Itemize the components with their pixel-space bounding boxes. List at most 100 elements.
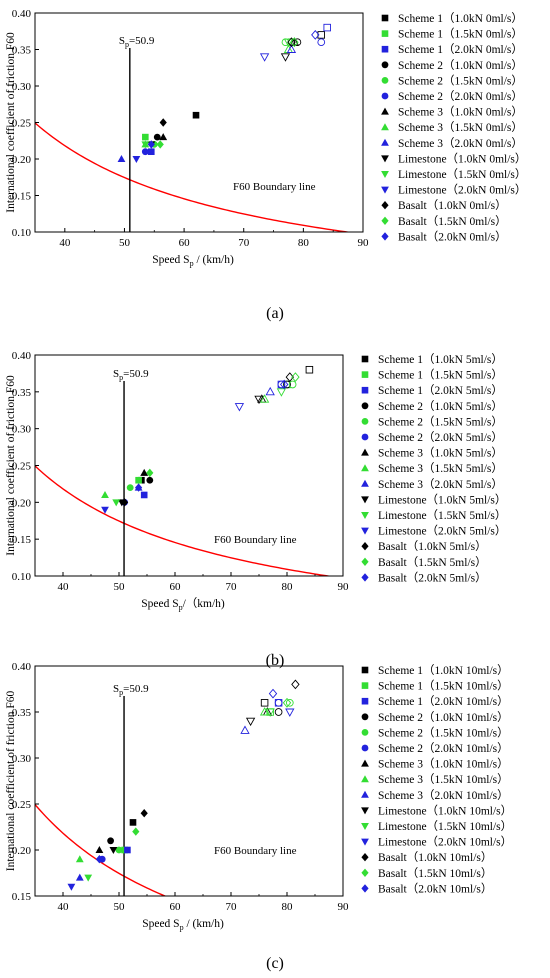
legend-marker bbox=[361, 557, 369, 566]
legend-entry-label: Scheme 3（1.5kN 10ml/s） bbox=[378, 773, 509, 786]
legend-entry-label: Limestone（2.0kN 10ml/s） bbox=[378, 836, 512, 849]
x-tick-label: 80 bbox=[282, 901, 294, 913]
data-point-filled bbox=[75, 855, 84, 863]
legend-marker bbox=[381, 155, 389, 163]
data-point-filled bbox=[142, 133, 149, 141]
x-tick-label: 50 bbox=[119, 237, 131, 249]
sp-threshold-label: Sp=50.9 bbox=[113, 683, 149, 697]
data-point-hollow bbox=[285, 372, 294, 382]
legend-marker bbox=[381, 232, 389, 241]
sp-threshold-label: Sp=50.9 bbox=[113, 368, 149, 382]
legend-entry-label: Scheme 2（1.0kN 0ml/s） bbox=[398, 59, 523, 72]
y-tick-label: 0.35 bbox=[12, 387, 32, 399]
data-point-hollow bbox=[291, 679, 300, 690]
data-point-filled bbox=[121, 498, 129, 507]
data-point-filled bbox=[67, 883, 76, 891]
y-tick-label: 0.40 bbox=[12, 661, 32, 673]
chart-panel-a: Sp=50.9 F60 Boundary line 40 50 60 70 80 90 0.10… bbox=[0, 0, 550, 300]
data-point-hollow bbox=[268, 688, 278, 699]
y-tick-label: 0.10 bbox=[12, 227, 32, 239]
x-tick-label: 40 bbox=[58, 901, 70, 913]
legend-marker bbox=[381, 92, 389, 100]
data-point-filled bbox=[107, 837, 114, 845]
legend-marker bbox=[361, 868, 369, 877]
legend-marker bbox=[361, 744, 369, 752]
x-axis-label: Speed Sp / (km/h) bbox=[152, 254, 234, 268]
data-point-filled bbox=[153, 133, 161, 141]
legend-entry-label: Basalt（1.0kN 10ml/s） bbox=[378, 851, 492, 864]
legend-marker bbox=[381, 216, 389, 225]
data-point-filled bbox=[159, 133, 168, 141]
data-point-filled bbox=[109, 847, 118, 854]
y-tick-label: 0.30 bbox=[12, 753, 32, 765]
sp-threshold-label: Sp=50.9 bbox=[119, 35, 155, 49]
plot-frame bbox=[34, 354, 344, 577]
legend-marker bbox=[361, 853, 369, 862]
legend-entry-label: Scheme 2（1.0kN 5ml/s） bbox=[378, 400, 503, 413]
data-point-filled bbox=[192, 111, 200, 119]
legend-marker bbox=[361, 713, 369, 721]
data-point-hollow bbox=[283, 38, 294, 48]
data-point-hollow bbox=[265, 386, 275, 396]
legend-marker bbox=[361, 433, 369, 441]
plot-frame bbox=[34, 665, 344, 897]
legend-marker bbox=[361, 573, 369, 582]
legend-entry-label: Scheme 2（1.5kN 0ml/s） bbox=[398, 74, 523, 87]
data-points bbox=[67, 679, 300, 891]
x-label-main: Speed S bbox=[152, 254, 189, 266]
f60-boundary-curve bbox=[35, 465, 333, 576]
y-axis-label: International coefficient of friction F6… bbox=[5, 32, 17, 213]
data-points bbox=[117, 23, 331, 163]
legend: Scheme 1（1.0kN 5ml/s） Scheme 1（1.5kN 5ml/… bbox=[361, 353, 506, 584]
data-point-filled bbox=[101, 506, 109, 514]
legend-marker bbox=[381, 138, 389, 146]
legend: Scheme 1（1.0kN 10ml/s） Scheme 1（1.5kN 10m… bbox=[361, 664, 512, 895]
legend-marker bbox=[361, 402, 369, 410]
chart-panel-c: Sp=50.9 F60 Boundary line 40 50 60 70 80 90 0.15… bbox=[0, 658, 550, 948]
data-point-filled bbox=[141, 141, 150, 149]
legend-entry-label: Scheme 3（2.0kN 0ml/s） bbox=[398, 137, 523, 150]
data-point-filled bbox=[156, 140, 164, 149]
legend-marker bbox=[361, 790, 369, 798]
data-point-hollow bbox=[289, 37, 300, 46]
x-tick-label: 60 bbox=[170, 901, 182, 913]
sp-label-tail: =50.9 bbox=[129, 35, 155, 47]
data-point-hollow bbox=[274, 698, 283, 707]
x-tick-label: 40 bbox=[58, 581, 70, 593]
legend-entry-label: Limestone（2.0kN 5ml/s） bbox=[378, 525, 506, 538]
x-label-tail: / (km/h) bbox=[194, 254, 234, 266]
data-point-hollow bbox=[280, 53, 291, 62]
legend-entry-label: Limestone（1.0kN 10ml/s） bbox=[378, 804, 512, 817]
sp-label-main: S bbox=[119, 35, 125, 47]
legend-entry-label: Basalt（1.5kN 10ml/s） bbox=[378, 867, 492, 880]
data-point-filled bbox=[75, 873, 84, 881]
legend-marker bbox=[381, 14, 389, 22]
caption-a: (a) bbox=[266, 305, 284, 322]
y-axis-label: International coefficient of friction F6… bbox=[5, 690, 17, 871]
legend-entry-label: Limestone（1.5kN 10ml/s） bbox=[378, 820, 512, 833]
legend-marker bbox=[361, 542, 369, 551]
data-point-filled bbox=[117, 155, 126, 162]
x-tick-label: 40 bbox=[59, 237, 71, 249]
data-point-filled bbox=[101, 490, 109, 498]
legend-entry-label: Basalt（2.0kN 0ml/s） bbox=[398, 230, 507, 243]
data-point-hollow bbox=[280, 379, 289, 390]
data-point-hollow bbox=[276, 388, 287, 397]
legend-entry-label: Scheme 3（2.0kN 5ml/s） bbox=[378, 478, 503, 491]
data-point-filled bbox=[126, 484, 134, 491]
boundary-line-label: F60 Boundary line bbox=[214, 845, 297, 857]
legend-marker bbox=[381, 201, 389, 210]
data-point-hollow bbox=[285, 698, 294, 707]
x-tick-label: 70 bbox=[226, 901, 238, 913]
legend: Scheme 1（1.0kN 0ml/s） Scheme 1（1.5kN 0ml/… bbox=[381, 12, 526, 243]
x-tick-label: 60 bbox=[179, 237, 191, 249]
legend-entry-label: Limestone（1.5kN 5ml/s） bbox=[378, 509, 506, 522]
data-point-filled bbox=[141, 148, 149, 156]
x-label-main: Speed S bbox=[141, 598, 178, 610]
y-tick-label: 0.25 bbox=[12, 461, 32, 473]
legend-entry-label: Scheme 1（1.0kN 5ml/s） bbox=[378, 353, 503, 366]
legend-entry-label: Scheme 1（1.5kN 0ml/s） bbox=[398, 28, 523, 41]
data-point-hollow bbox=[317, 38, 326, 47]
data-point-filled bbox=[132, 827, 140, 836]
